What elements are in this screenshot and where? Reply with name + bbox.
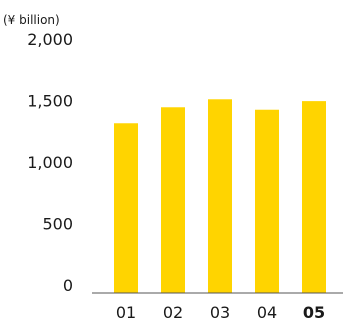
y-tick-label: 500 <box>42 215 73 234</box>
bar-01 <box>114 123 138 293</box>
y-axis-ticks: 2,000 1,500 1,000 500 0 <box>27 30 73 295</box>
bars <box>114 99 326 294</box>
x-tick-label: 04 <box>257 303 277 320</box>
unit-label: (¥ billion) <box>3 13 60 27</box>
y-tick-label: 1,500 <box>27 92 73 111</box>
bar-03 <box>208 99 232 294</box>
x-tick-label: 02 <box>163 303 183 320</box>
bar-05 <box>302 101 326 294</box>
y-tick-label: 2,000 <box>27 30 73 49</box>
y-tick-label: 0 <box>63 276 73 295</box>
x-tick-label: 01 <box>116 303 136 320</box>
x-axis-ticks: 01 02 03 04 05 <box>116 303 325 320</box>
x-tick-label: 05 <box>303 303 325 320</box>
x-tick-label: 03 <box>210 303 230 320</box>
y-tick-label: 1,000 <box>27 153 73 172</box>
bar-04 <box>255 109 279 293</box>
bar-02 <box>161 107 185 294</box>
